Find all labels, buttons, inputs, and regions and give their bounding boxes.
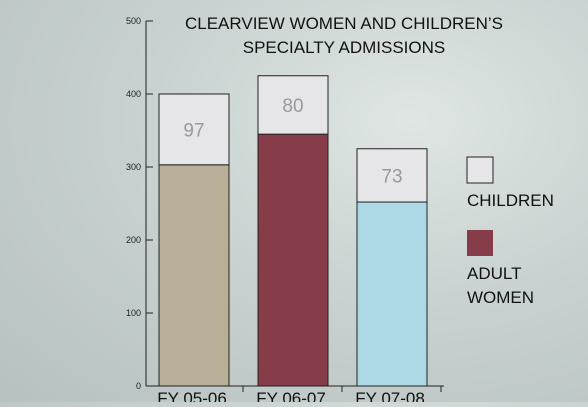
y-tick-label: 400 (126, 89, 141, 99)
x-tick-label: FY 05-06 (157, 389, 227, 402)
y-tick-label: 0 (136, 381, 141, 391)
chart-title: SPECIALTY ADMISSIONS (243, 38, 446, 57)
bar-adult-women (158, 164, 230, 387)
bar-data-label: 73 (381, 166, 402, 187)
y-tick-label: 500 (126, 16, 141, 26)
legend-label: WOMEN (467, 288, 534, 307)
y-tick-label: 300 (126, 162, 141, 172)
bar-adult-women (257, 133, 329, 387)
legend-label: ADULT (467, 264, 521, 283)
y-tick-label: 200 (126, 235, 141, 245)
bar-adult-women (356, 201, 428, 387)
bar-children (158, 93, 230, 166)
legend-label: CHILDREN (467, 191, 554, 210)
bar-data-label: 97 (183, 120, 204, 141)
x-tick-label: FY 07-08 (355, 389, 425, 402)
bar-data-label: 80 (282, 96, 303, 117)
x-tick-label: FY 06-07 (256, 389, 326, 402)
chart-title: CLEARVIEW WOMEN AND CHILDREN’S (185, 14, 503, 33)
bar-children (257, 75, 329, 135)
bar-children (356, 148, 428, 203)
legend-swatch (467, 230, 493, 256)
legend-swatch (466, 156, 494, 184)
y-tick-label: 100 (126, 308, 141, 318)
